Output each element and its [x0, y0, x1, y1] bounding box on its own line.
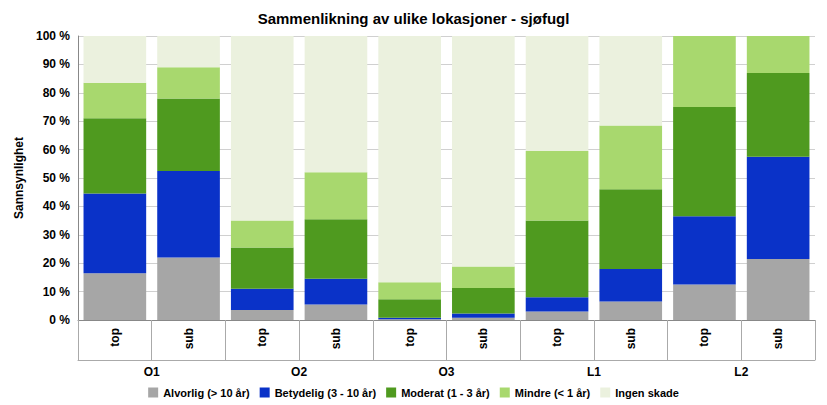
svg-text:L1: L1	[587, 365, 601, 379]
svg-text:sub: sub	[476, 328, 490, 349]
svg-text:O2: O2	[291, 365, 307, 379]
svg-text:10 %: 10 %	[43, 285, 71, 299]
svg-text:50 %: 50 %	[43, 171, 71, 185]
svg-text:90 %: 90 %	[43, 57, 71, 71]
svg-text:sub: sub	[329, 328, 343, 349]
svg-text:sub: sub	[182, 328, 196, 349]
svg-text:Betydelig (3 - 10 år): Betydelig (3 - 10 år)	[275, 387, 377, 399]
svg-text:20 %: 20 %	[43, 256, 71, 270]
svg-text:0 %: 0 %	[49, 313, 70, 327]
svg-text:top: top	[403, 328, 417, 347]
svg-text:top: top	[550, 328, 564, 347]
svg-text:80 %: 80 %	[43, 86, 71, 100]
svg-text:100 %: 100 %	[36, 29, 70, 43]
svg-text:70 %: 70 %	[43, 114, 71, 128]
svg-text:40 %: 40 %	[43, 199, 71, 213]
svg-text:Sammenlikning av ulike lokasjo: Sammenlikning av ulike lokasjoner - sjøf…	[258, 10, 570, 27]
svg-text:O1: O1	[144, 365, 160, 379]
svg-text:sub: sub	[771, 328, 785, 349]
svg-text:60 %: 60 %	[43, 143, 71, 157]
svg-text:Sannsynlighet: Sannsynlighet	[12, 137, 26, 219]
svg-text:top: top	[255, 328, 269, 347]
svg-text:Moderat (1 - 3 år): Moderat (1 - 3 år)	[401, 387, 490, 399]
svg-text:30 %: 30 %	[43, 228, 71, 242]
svg-text:O3: O3	[438, 365, 454, 379]
svg-text:L2: L2	[734, 365, 748, 379]
svg-text:Alvorlig (> 10 år): Alvorlig (> 10 år)	[163, 387, 250, 399]
svg-text:top: top	[697, 328, 711, 347]
svg-text:sub: sub	[624, 328, 638, 349]
svg-text:top: top	[108, 328, 122, 347]
svg-text:Ingen skade: Ingen skade	[615, 387, 679, 399]
svg-text:Mindre (< 1 år): Mindre (< 1 år)	[515, 387, 591, 399]
